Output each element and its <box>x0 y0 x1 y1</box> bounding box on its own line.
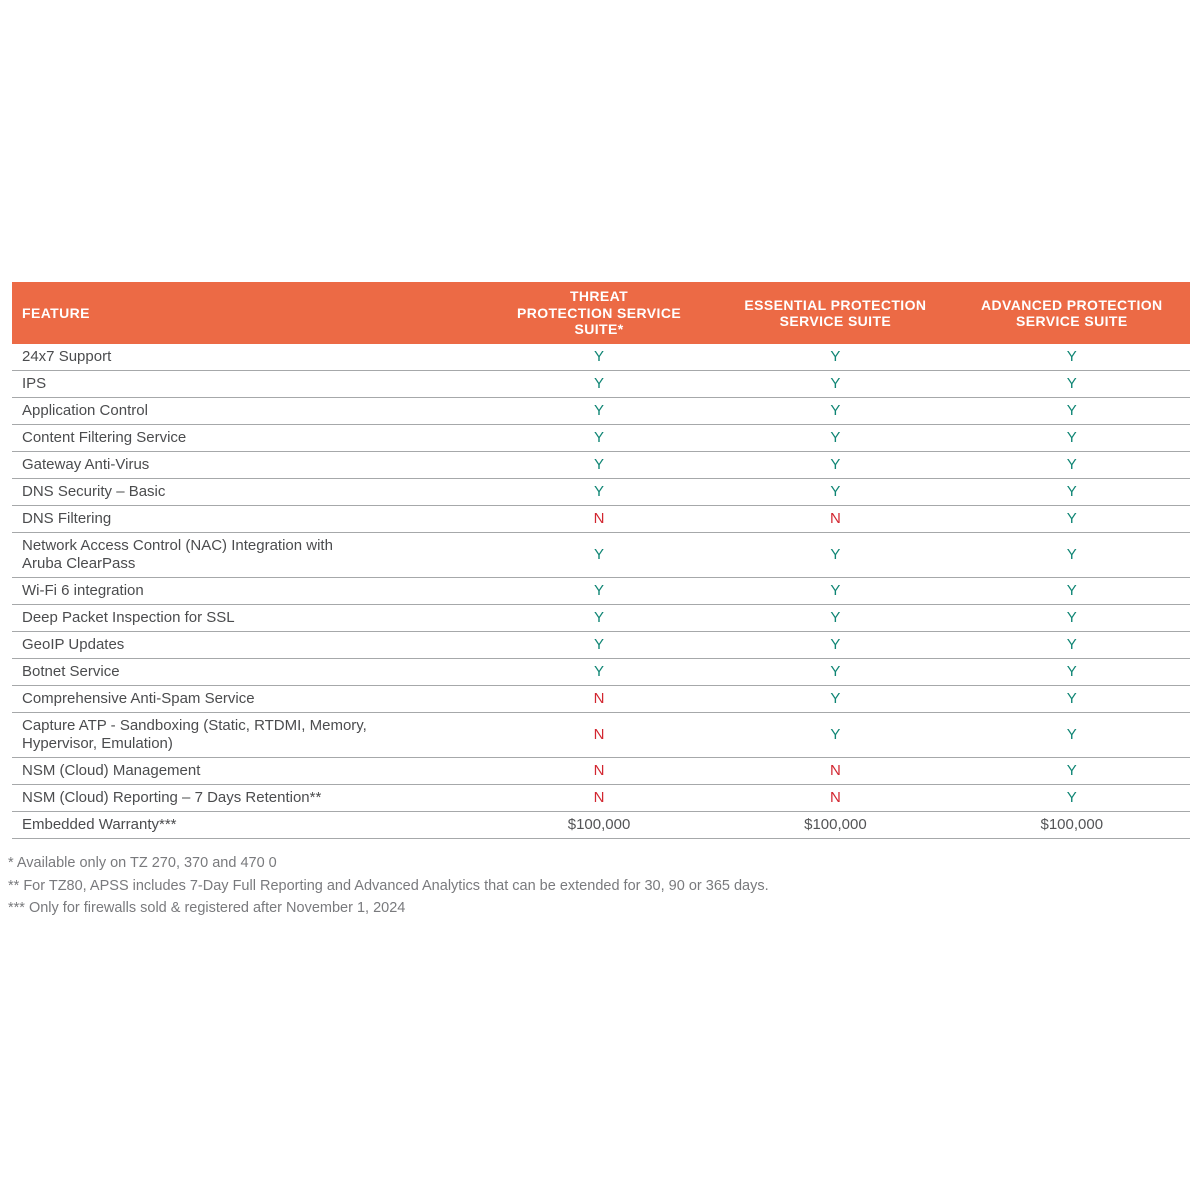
value-cell-advanced: Y <box>953 451 1190 479</box>
value-cell-essential: N <box>717 757 954 785</box>
table-row: Wi-Fi 6 integration Y Y Y <box>12 577 1190 605</box>
value-cell-essential: Y <box>717 478 954 506</box>
value-cell-threat: Y <box>480 397 718 425</box>
column-header-threat: THREAT PROTECTION SERVICE SUITE* <box>480 282 718 344</box>
value-cell-advanced: Y <box>953 344 1190 371</box>
table-row: GeoIP Updates Y Y Y <box>12 631 1190 659</box>
value-cell-advanced: Y <box>953 478 1190 506</box>
value-cell-essential: Y <box>717 451 954 479</box>
feature-name-cell: DNS Security – Basic <box>12 478 481 506</box>
table-row: Botnet Service Y Y Y <box>12 658 1190 686</box>
value-cell-threat: N <box>480 712 718 758</box>
table-row: Deep Packet Inspection for SSL Y Y Y <box>12 604 1190 632</box>
feature-name-cell: Content Filtering Service <box>12 424 481 452</box>
value-cell-advanced: Y <box>953 712 1190 758</box>
table-row: 24x7 Support Y Y Y <box>12 344 1190 371</box>
value-cell-threat: N <box>480 685 718 713</box>
column-header-advanced: ADVANCED PROTECTION SERVICE SUITE <box>953 282 1190 344</box>
value-cell-essential: $100,000 <box>717 811 954 839</box>
column-header-essential: ESSENTIAL PROTECTION SERVICE SUITE <box>717 282 954 344</box>
table-row: NSM (Cloud) Reporting – 7 Days Retention… <box>12 784 1190 812</box>
value-cell-essential: Y <box>717 577 954 605</box>
feature-name-cell: Wi-Fi 6 integration <box>12 577 481 605</box>
feature-name-cell: DNS Filtering <box>12 505 481 533</box>
feature-name-cell: Deep Packet Inspection for SSL <box>12 604 481 632</box>
value-cell-essential: Y <box>717 397 954 425</box>
feature-name-cell: NSM (Cloud) Reporting – 7 Days Retention… <box>12 784 481 812</box>
value-cell-threat: Y <box>480 451 718 479</box>
value-cell-threat: Y <box>480 344 718 371</box>
feature-name-cell: Botnet Service <box>12 658 481 686</box>
feature-name-cell: NSM (Cloud) Management <box>12 757 481 785</box>
value-cell-essential: Y <box>717 370 954 398</box>
value-cell-advanced: Y <box>953 658 1190 686</box>
value-cell-essential: Y <box>717 424 954 452</box>
header-row: FEATURE THREAT PROTECTION SERVICE SUITE*… <box>12 282 1190 344</box>
table-row: Capture ATP - Sandboxing (Static, RTDMI,… <box>12 712 1190 758</box>
feature-name-cell: Application Control <box>12 397 481 425</box>
value-cell-threat: Y <box>480 478 718 506</box>
value-cell-essential: Y <box>717 532 954 578</box>
value-cell-threat: Y <box>480 577 718 605</box>
value-cell-advanced: Y <box>953 757 1190 785</box>
value-cell-advanced: Y <box>953 505 1190 533</box>
value-cell-threat: Y <box>480 424 718 452</box>
table-row: Embedded Warranty*** $100,000 $100,000 $100… <box>12 811 1190 839</box>
value-cell-essential: Y <box>717 344 954 371</box>
value-cell-threat: $100,000 <box>480 811 718 839</box>
value-cell-essential: Y <box>717 631 954 659</box>
feature-table-body: 24x7 Support Y Y Y IPS Y Y Y Application Control… <box>12 344 1190 839</box>
value-cell-threat: Y <box>480 631 718 659</box>
value-cell-advanced: Y <box>953 424 1190 452</box>
value-cell-threat: Y <box>480 604 718 632</box>
value-cell-threat: N <box>480 784 718 812</box>
table-row: Network Access Control (NAC) Integration… <box>12 532 1190 578</box>
column-header-feature: FEATURE <box>12 282 481 344</box>
table-row: Application Control Y Y Y <box>12 397 1190 425</box>
value-cell-advanced: Y <box>953 577 1190 605</box>
value-cell-threat: N <box>480 757 718 785</box>
value-cell-advanced: Y <box>953 604 1190 632</box>
value-cell-threat: N <box>480 505 718 533</box>
table-row: IPS Y Y Y <box>12 370 1190 398</box>
table-row: Comprehensive Anti-Spam Service N Y Y <box>12 685 1190 713</box>
footnote: ** For TZ80, APSS includes 7-Day Full Re… <box>8 877 769 894</box>
feature-name-cell: IPS <box>12 370 481 398</box>
feature-name-cell: Embedded Warranty*** <box>12 811 481 839</box>
table-row: Content Filtering Service Y Y Y <box>12 424 1190 452</box>
footnotes: * Available only on TZ 270, 370 and 470 … <box>8 852 1186 920</box>
value-cell-advanced: Y <box>953 532 1190 578</box>
feature-name-cell: Network Access Control (NAC) Integration… <box>12 532 481 578</box>
feature-name-cell: 24x7 Support <box>12 344 481 371</box>
table-row: Gateway Anti-Virus Y Y Y <box>12 451 1190 479</box>
value-cell-advanced: Y <box>953 784 1190 812</box>
value-cell-advanced: Y <box>953 631 1190 659</box>
value-cell-advanced: Y <box>953 397 1190 425</box>
table-row: DNS Filtering N N Y <box>12 505 1190 533</box>
value-cell-advanced: Y <box>953 370 1190 398</box>
value-cell-essential: Y <box>717 685 954 713</box>
table-header: FEATURE THREAT PROTECTION SERVICE SUITE*… <box>12 282 1190 344</box>
feature-name-cell: Capture ATP - Sandboxing (Static, RTDMI,… <box>12 712 481 758</box>
value-cell-essential: Y <box>717 658 954 686</box>
value-cell-threat: Y <box>480 370 718 398</box>
value-cell-advanced: Y <box>953 685 1190 713</box>
value-cell-essential: Y <box>717 604 954 632</box>
footnote: * Available only on TZ 270, 370 and 470 … <box>8 855 277 871</box>
value-cell-essential: N <box>717 505 954 533</box>
feature-name-cell: Comprehensive Anti-Spam Service <box>12 685 481 713</box>
value-cell-essential: Y <box>717 712 954 758</box>
feature-name-cell: Gateway Anti-Virus <box>12 451 481 479</box>
value-cell-threat: Y <box>480 532 718 578</box>
value-cell-advanced: $100,000 <box>953 811 1190 839</box>
value-cell-threat: Y <box>480 658 718 686</box>
feature-comparison-sheet: FEATURE THREAT PROTECTION SERVICE SUITE*… <box>8 282 1190 920</box>
feature-comparison-table: FEATURE THREAT PROTECTION SERVICE SUITE*… <box>12 282 1190 839</box>
table-row: NSM (Cloud) Management N N Y <box>12 757 1190 785</box>
table-row: DNS Security – Basic Y Y Y <box>12 478 1190 506</box>
footnote: *** Only for firewalls sold & registered… <box>8 900 406 916</box>
value-cell-essential: N <box>717 784 954 812</box>
feature-name-cell: GeoIP Updates <box>12 631 481 659</box>
